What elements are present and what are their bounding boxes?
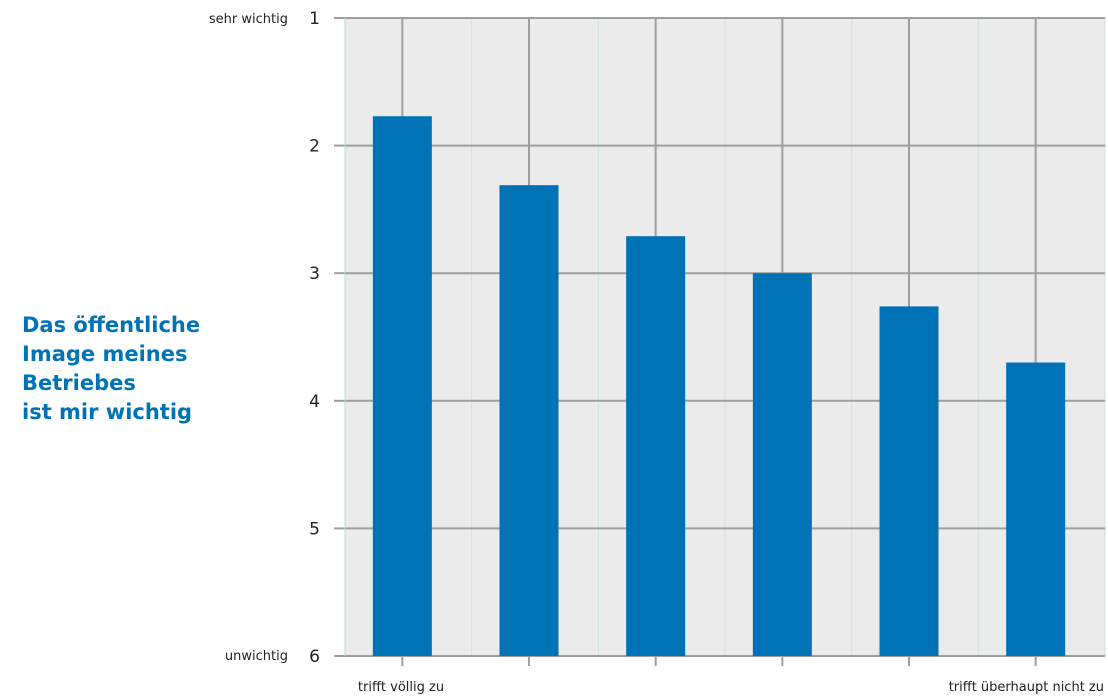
bar [752,273,812,656]
title-line: ist mir wichtig [22,400,193,424]
y-tick-label: 6 [309,647,320,667]
y-tick-label: 2 [309,137,320,157]
bar [626,236,686,657]
chart-title: Das öffentliche Image meines Betriebes i… [22,311,200,427]
bar [1006,362,1066,656]
title-line: Image meines [22,342,188,366]
y-tick-label: 4 [309,392,320,412]
y-tick-label: 3 [309,264,320,284]
x-last-label: trifft überhaupt nicht zu [949,680,1104,695]
axes: 1 2 3 4 5 6 [309,9,1037,667]
bars [372,116,1066,657]
y-top-label: sehr wichtig [209,12,288,27]
bar [499,185,559,656]
x-first-label: trifft völlig zu [358,680,444,695]
y-tick-label: 5 [309,519,320,539]
bar [879,306,939,656]
bar [372,116,432,656]
y-tick-label: 1 [309,9,320,29]
y-bottom-label: unwichtig [225,649,288,664]
title-line: Betriebes [22,371,136,395]
title-line: Das öffentliche [22,313,201,337]
